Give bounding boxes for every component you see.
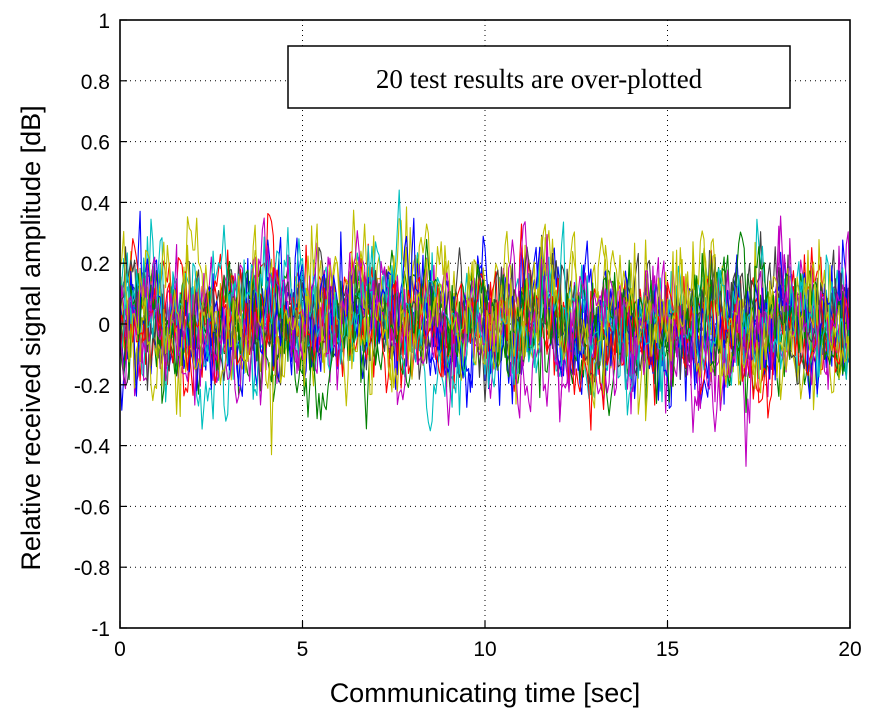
x-tick-label: 5 [297, 638, 309, 661]
annotation-text: 20 test results are over-plotted [376, 64, 703, 94]
y-tick-label: 0.8 [81, 71, 110, 94]
x-tick-labels: 0 5 10 15 20 [114, 621, 862, 661]
y-tick-label: 0.6 [81, 132, 110, 155]
y-tick-label: 1 [98, 10, 110, 33]
x-tick-label: 0 [114, 638, 126, 661]
y-tick-label: -0.2 [74, 375, 110, 398]
x-axis-label: Communicating time [sec] [330, 678, 641, 708]
y-tick-labels: -1 -0.8 -0.6 -0.4 -0.2 0 0.2 0.4 0.6 0.8 1 [74, 10, 127, 641]
x-tick-label: 20 [838, 638, 861, 661]
annotation-box: 20 test results are over-plotted [287, 45, 791, 109]
annotation-frame [287, 45, 791, 109]
x-tick-label: 15 [656, 638, 679, 661]
series-line-18 [119, 189, 851, 416]
y-tick-label: 0.2 [81, 253, 110, 276]
y-tick-label: 0.4 [81, 192, 111, 215]
series-line-20 [119, 223, 851, 456]
y-tick-label: -0.6 [74, 496, 110, 519]
y-tick-label: -0.4 [74, 436, 111, 459]
y-tick-label: -0.8 [74, 557, 110, 580]
x-tick-label: 10 [473, 638, 496, 661]
y-tick-label: 0 [98, 314, 110, 337]
series-lines [119, 189, 851, 467]
y-tick-label: -1 [91, 618, 110, 641]
y-axis-label: Relative received signal amplitude [dB] [16, 105, 46, 570]
